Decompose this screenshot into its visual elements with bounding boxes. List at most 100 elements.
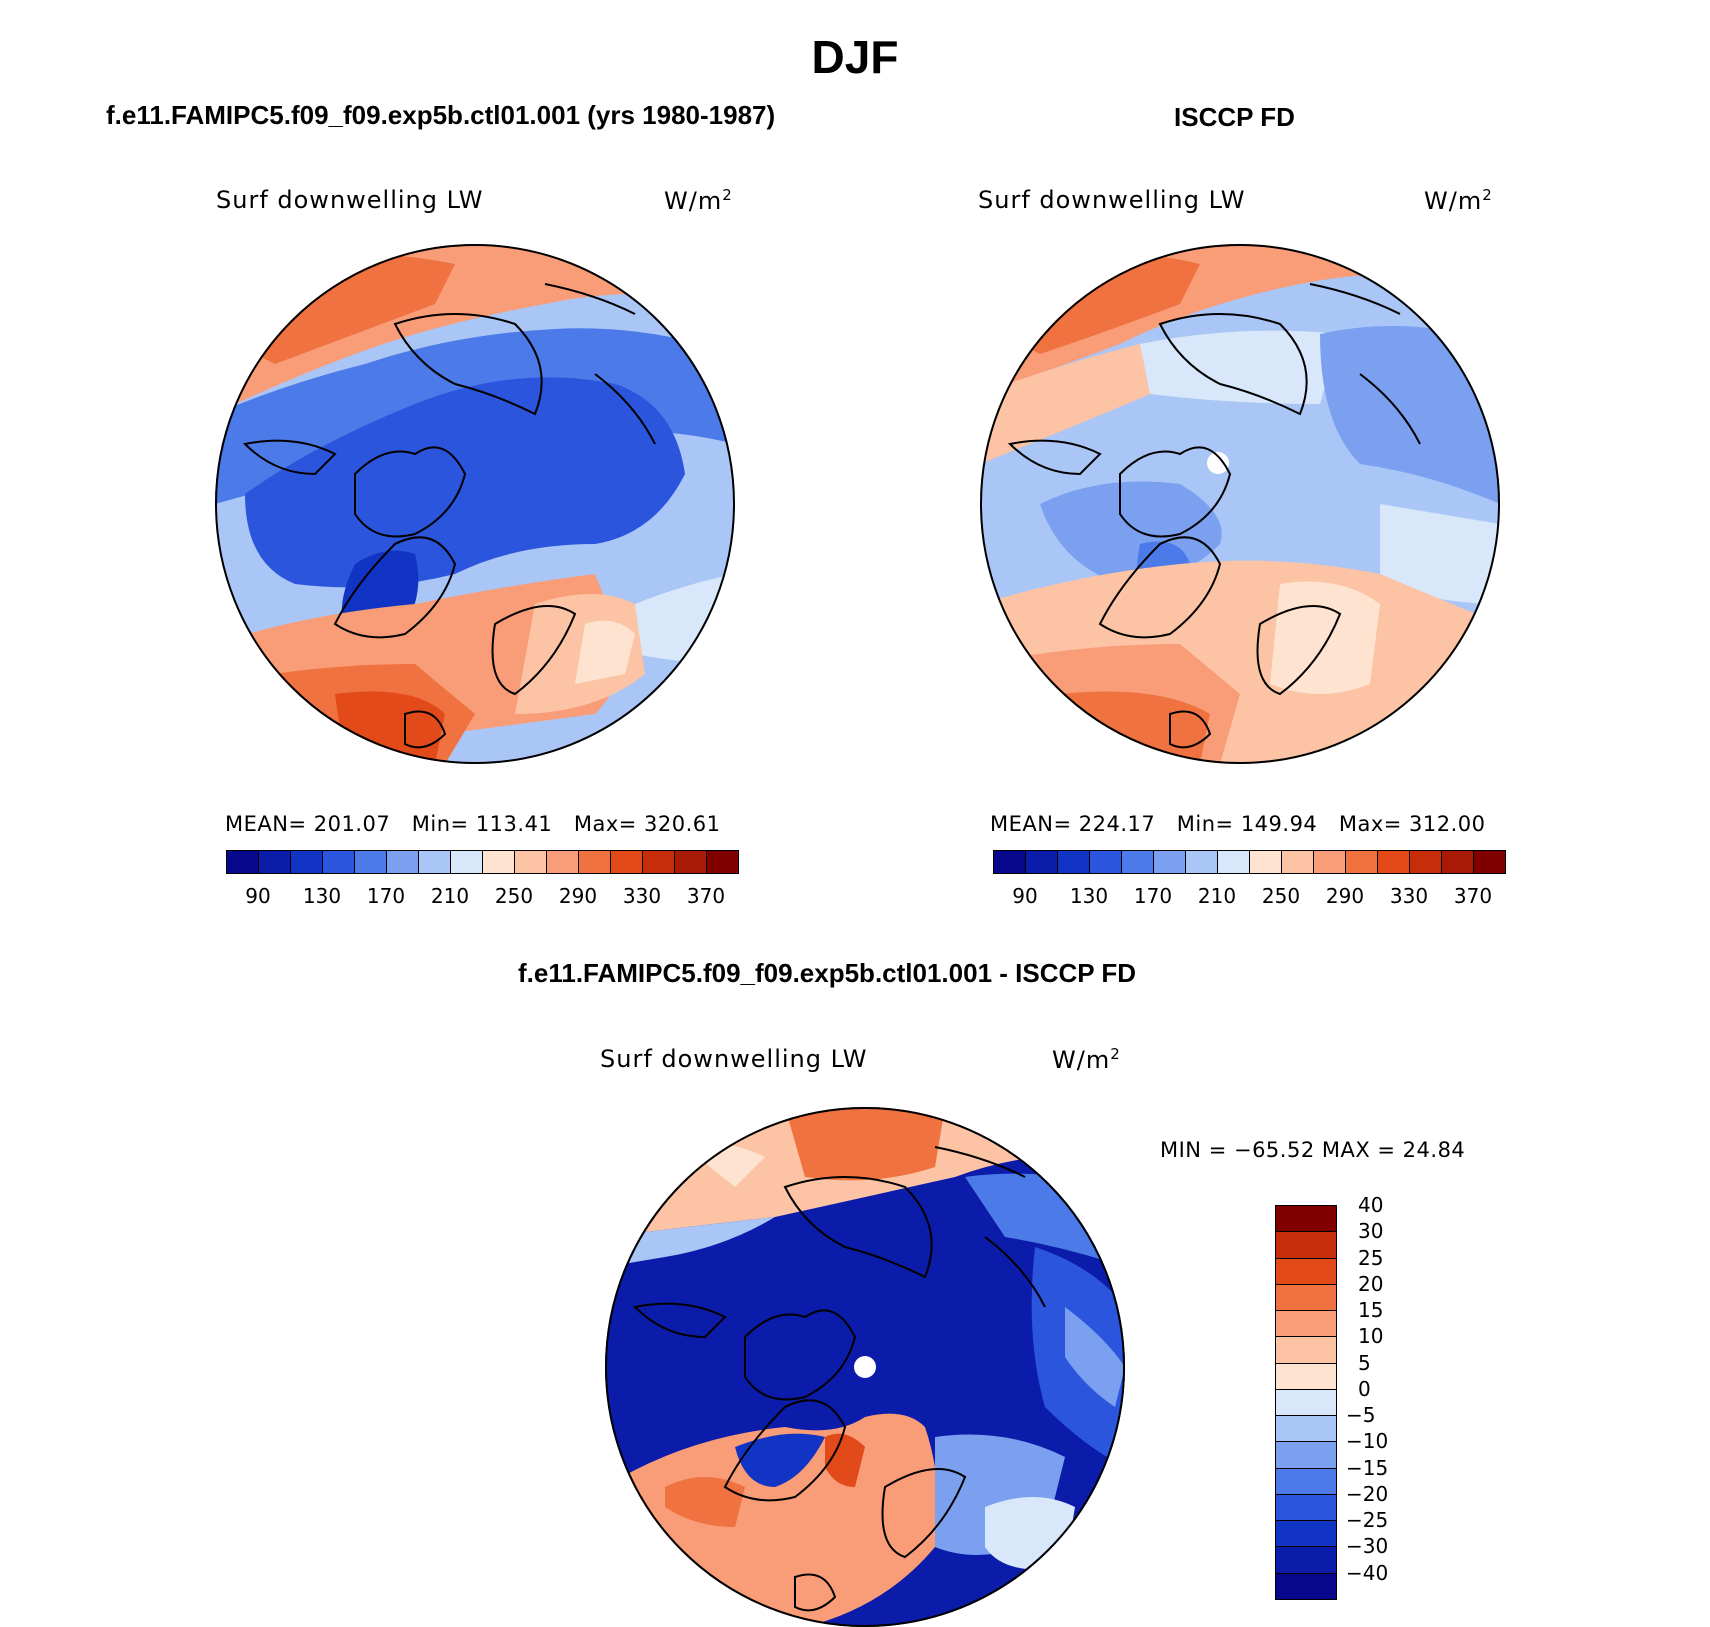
panel1-variable-label: Surf downwelling LW (216, 186, 484, 214)
diff-colorbar-swatch (1275, 1572, 1337, 1600)
diff-variable-label: Surf downwelling LW (600, 1045, 868, 1073)
diff-colorbar-swatch (1275, 1362, 1337, 1390)
diff-colorbar-swatch (1275, 1231, 1337, 1259)
panel2-units-label: W/m2 (1424, 186, 1493, 215)
panel2-colorbar-swatch (1409, 850, 1442, 874)
panel1-colorbar-tick-label: 90 (245, 884, 271, 908)
diff-colorbar-tick-label: −40 (1346, 1560, 1389, 1585)
panel1-colorbar-swatch (546, 850, 579, 874)
diff-colorbar-swatch (1275, 1467, 1337, 1495)
panel2-colorbar-swatch (1089, 850, 1122, 874)
diff-colorbar-tick-label: 40 (1358, 1193, 1384, 1217)
diff-colorbar-swatch (1275, 1493, 1337, 1522)
panel1-colorbar-swatch (610, 850, 643, 874)
diff-colorbar-tick-label: 10 (1358, 1324, 1384, 1349)
panel1-colorbar-swatch (226, 850, 259, 874)
diff-colorbar-swatch (1275, 1283, 1337, 1312)
diff-colorbar-tick-label: 30 (1358, 1219, 1384, 1244)
panel1-colorbar-tick-label: 250 (494, 884, 534, 908)
panel1-title: f.e11.FAMIPC5.f09_f09.exp5b.ctl01.001 (y… (106, 100, 776, 130)
panel1-colorbar-tick-label: 370 (686, 884, 726, 908)
diff-units-label: W/m2 (1052, 1045, 1121, 1074)
panel2-colorbar-tick-label: 250 (1261, 884, 1301, 908)
panel2-colorbar-swatch (1217, 850, 1250, 874)
panel2-variable-label: Surf downwelling LW (978, 186, 1246, 214)
diff-panel-title: f.e11.FAMIPC5.f09_f09.exp5b.ctl01.001 - … (518, 958, 1137, 988)
panel1-colorbar-swatch (418, 850, 451, 874)
panel1-colorbar-tick-label: 130 (302, 884, 342, 908)
panel2-colorbar-swatch (993, 850, 1026, 874)
panel2-colorbar-swatch (1441, 850, 1474, 874)
panel2-colorbar-tick-label: 330 (1389, 884, 1429, 908)
panel2-colorbar-swatch (1345, 850, 1378, 874)
panel2-colorbar-swatch (1313, 850, 1346, 874)
panel2-colorbar-ticks: 90 130 170 210 250 290 330 370 (993, 884, 1505, 910)
panel1-colorbar-tick-label: 170 (366, 884, 406, 908)
panel1-colorbar-ticks: 90 130 170 210 250 290 330 370 (226, 884, 738, 910)
panel2-colorbar-tick-label: 170 (1133, 884, 1173, 908)
diff-colorbar-ticks: −40 −30 −25 −20 −15 −10 −5 0 5 10 15 20 25 30 40 (1346, 1193, 1426, 1599)
panel1-colorbar-swatch (514, 850, 547, 874)
panel1-colorbar-tick-label: 330 (622, 884, 662, 908)
panel2-title: ISCCP FD (1174, 102, 1295, 132)
panel1-units-label: W/m2 (664, 186, 733, 215)
panel2-polar-map (980, 244, 1500, 764)
panel1-colorbar (226, 850, 739, 876)
diff-colorbar-tick-label: 5 (1358, 1350, 1371, 1375)
panel1-colorbar-swatch (450, 850, 483, 874)
panel2-colorbar-tick-label: 370 (1453, 884, 1493, 908)
diff-colorbar-tick-label: −10 (1346, 1429, 1389, 1454)
panel2-colorbar-swatch (1185, 850, 1218, 874)
panel1-colorbar-swatch (642, 850, 675, 874)
diff-colorbar-swatch (1275, 1205, 1337, 1233)
diff-colorbar-swatch (1275, 1441, 1337, 1469)
panel1-colorbar-swatch (354, 850, 387, 874)
diff-colorbar-swatch (1275, 1388, 1337, 1417)
diff-colorbar-tick-label: 20 (1358, 1271, 1384, 1296)
panel1-colorbar-swatch (674, 850, 707, 874)
panel1-colorbar-swatch (322, 850, 355, 874)
diff-colorbar-swatch (1275, 1257, 1337, 1285)
panel2-colorbar-swatch (1249, 850, 1282, 874)
diff-colorbar-tick-label: 15 (1358, 1298, 1384, 1323)
diff-colorbar-tick-label: −20 (1346, 1481, 1389, 1506)
panel2-colorbar-tick-label: 130 (1069, 884, 1109, 908)
panel2-colorbar-swatch (1057, 850, 1090, 874)
panel1-colorbar-tick-label: 290 (558, 884, 598, 908)
panel1-colorbar-swatch (258, 850, 291, 874)
panel1-colorbar-swatch (482, 850, 515, 874)
panel2-colorbar-tick-label: 210 (1197, 884, 1237, 908)
panel2-colorbar-tick-label: 90 (1012, 884, 1038, 908)
diff-colorbar-swatch (1275, 1415, 1337, 1443)
diff-colorbar-tick-label: 25 (1358, 1245, 1384, 1270)
panel1-stats: MEAN= 201.07 Min= 113.41 Max= 320.61 (225, 812, 721, 836)
panel2-colorbar-swatch (1025, 850, 1058, 874)
figure-title: DJF (811, 31, 899, 83)
diff-colorbar-tick-label: −25 (1346, 1508, 1389, 1533)
diff-colorbar-swatch (1275, 1310, 1337, 1338)
diff-colorbar-tick-label: −30 (1346, 1534, 1389, 1559)
panel2-colorbar-swatch (1473, 850, 1506, 874)
panel2-stats: MEAN= 224.17 Min= 149.94 Max= 312.00 (990, 812, 1486, 836)
panel2-colorbar (993, 850, 1506, 876)
panel1-colorbar-tick-label: 210 (430, 884, 470, 908)
diff-colorbar-tick-label: −5 (1346, 1403, 1376, 1428)
panel2-colorbar-swatch (1377, 850, 1410, 874)
panel2-colorbar-swatch (1281, 850, 1314, 874)
diff-colorbar-tick-label: −15 (1346, 1455, 1389, 1480)
panel2-colorbar-swatch (1121, 850, 1154, 874)
panel2-colorbar-tick-label: 290 (1325, 884, 1365, 908)
diff-polar-map (605, 1107, 1125, 1627)
diff-colorbar-swatch (1275, 1520, 1337, 1548)
diff-colorbar-tick-label: 0 (1358, 1376, 1371, 1401)
panel1-colorbar-swatch (290, 850, 323, 874)
panel1-colorbar-swatch (706, 850, 739, 874)
diff-colorbar (1275, 1205, 1337, 1600)
panel1-colorbar-swatch (386, 850, 419, 874)
panel1-polar-map (215, 244, 735, 764)
panel1-colorbar-swatch (578, 850, 611, 874)
diff-colorbar-swatch (1275, 1546, 1337, 1574)
diff-min-max: MIN = −65.52 MAX = 24.84 (1160, 1138, 1466, 1162)
diff-colorbar-swatch (1275, 1336, 1337, 1364)
panel2-colorbar-swatch (1153, 850, 1186, 874)
